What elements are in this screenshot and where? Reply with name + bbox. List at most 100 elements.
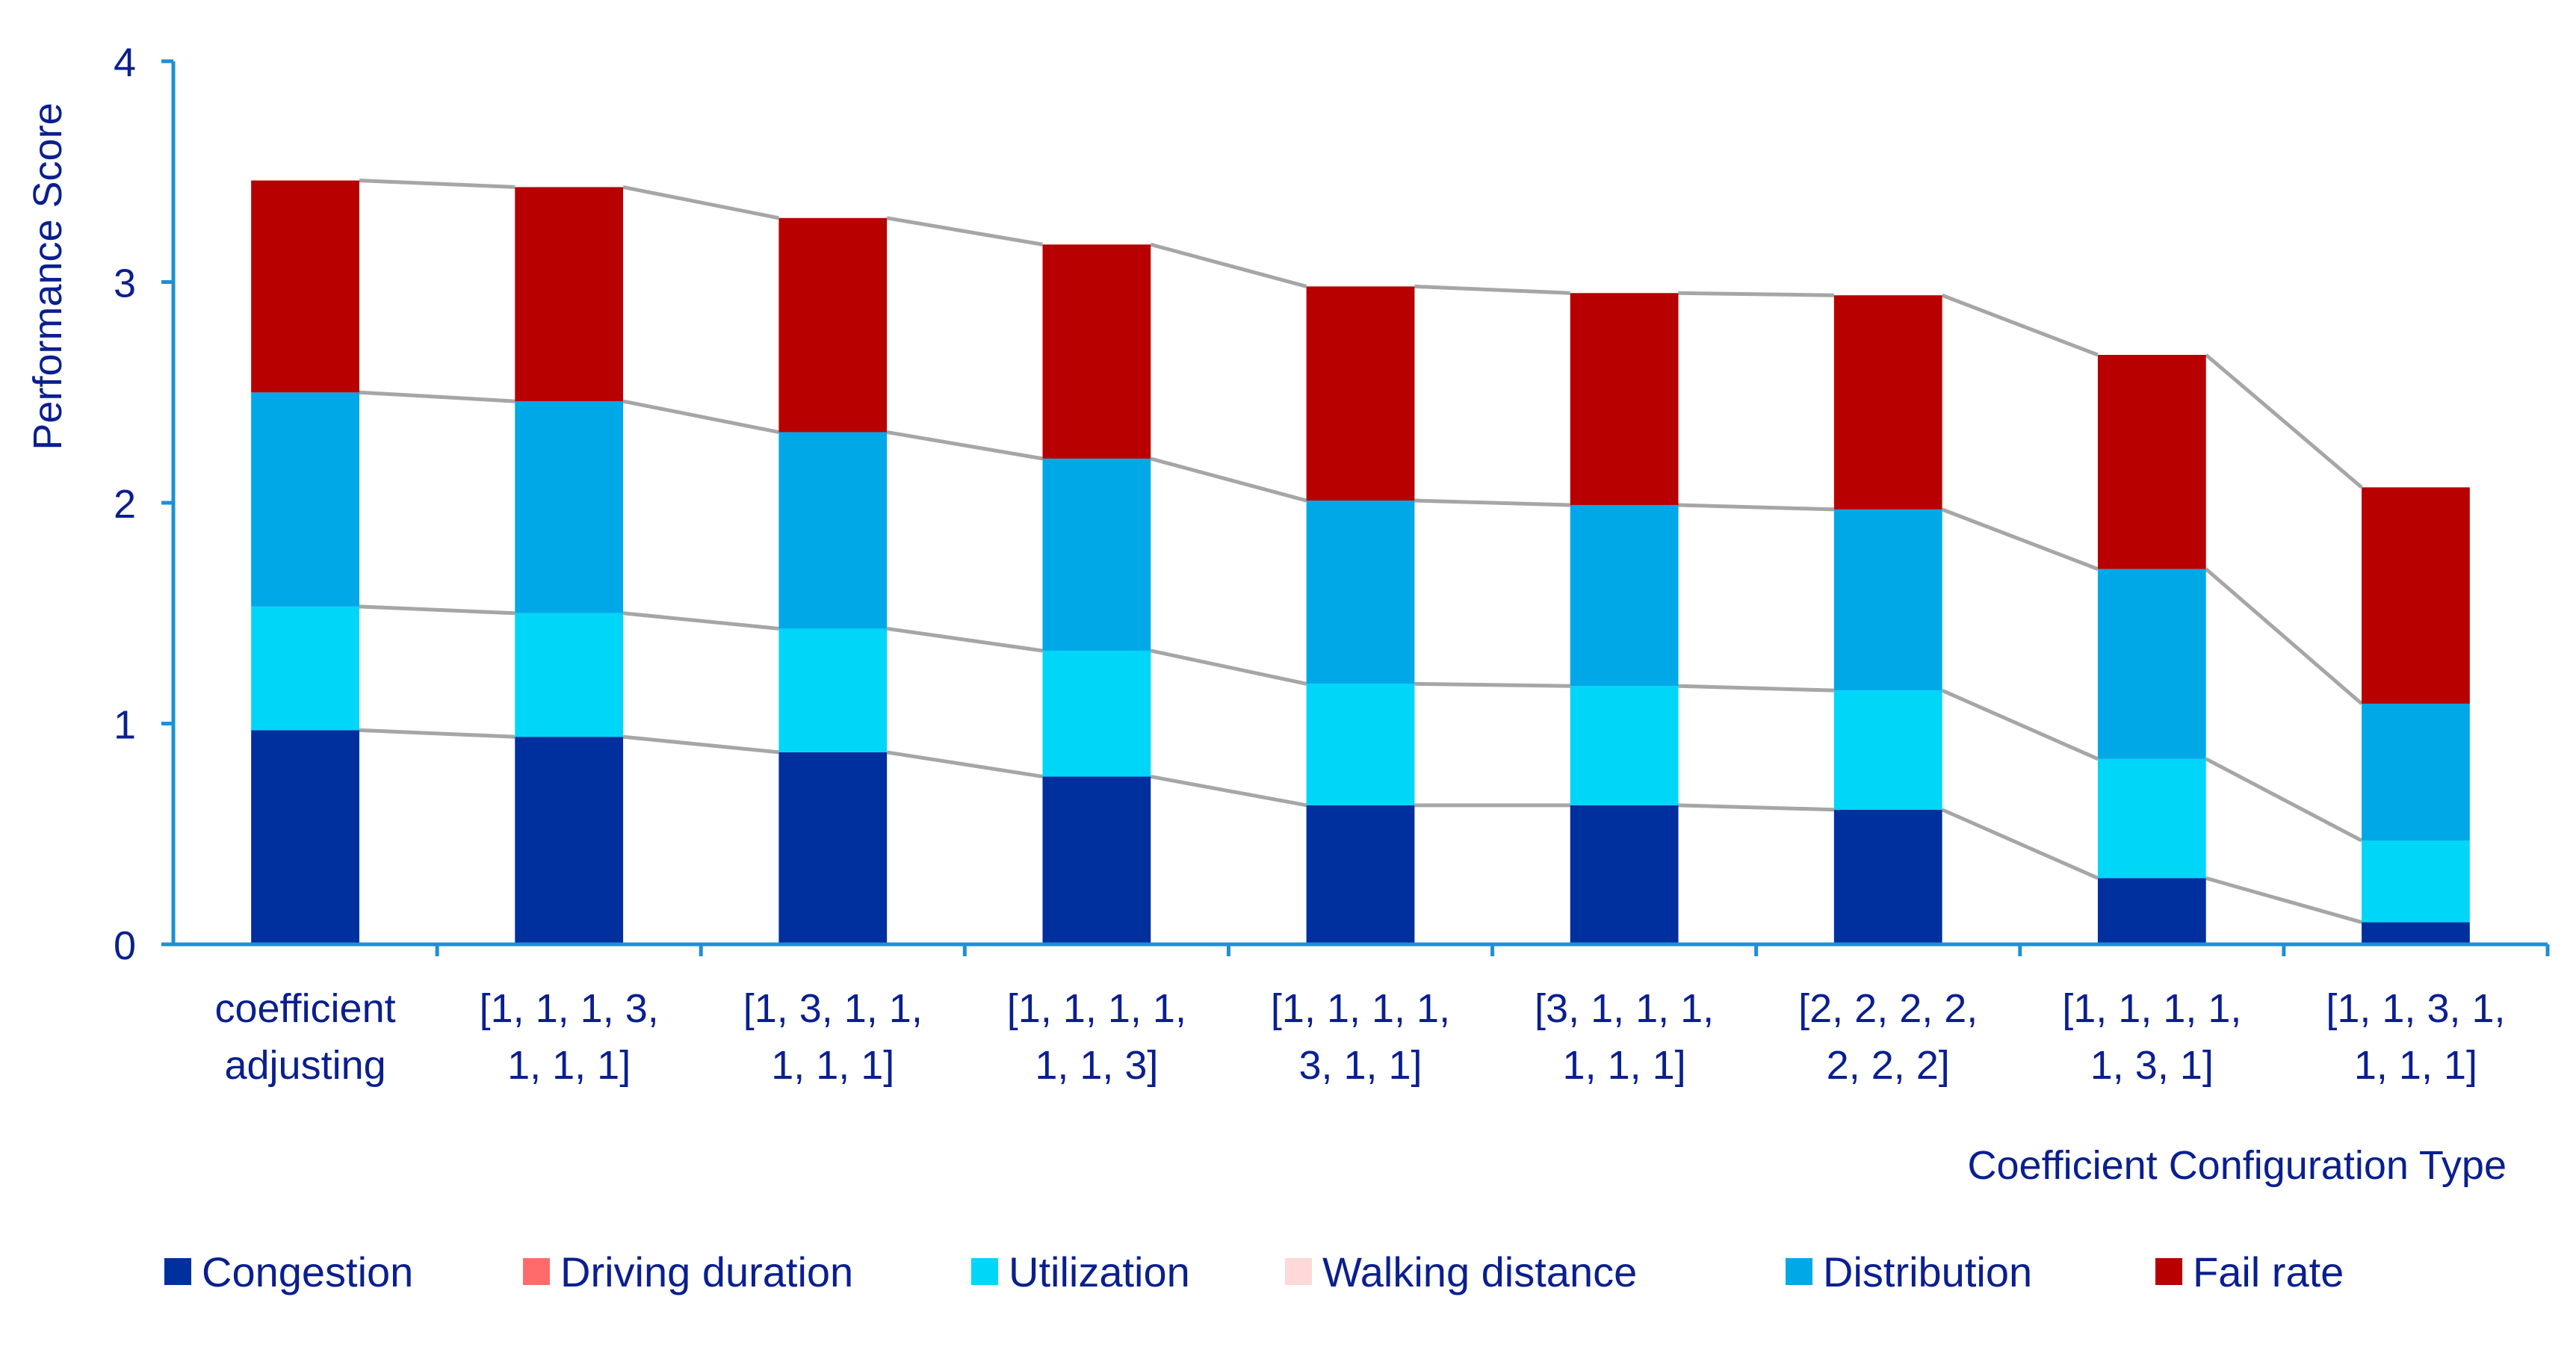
connector-line-distribution-1 [359,390,515,403]
legend: Congestion Driving duration Utilization Wal… [164,1248,2344,1295]
bar-segment-utilization-6 [1570,686,1679,805]
legend-item-distribution: Distribution [1786,1248,2032,1295]
bar-segment-distribution-4 [1042,458,1151,651]
legend-label: Walking distance [1322,1248,1637,1295]
bar-segment-distribution-6 [1570,504,1679,687]
connector-line-utilization-1 [359,604,515,616]
connector-line-utilization-4 [1150,648,1307,686]
bar-segment-fail-rate-3 [778,217,888,433]
category-label: 1, 3, 1] [2090,1043,2214,1088]
category-label: [1, 1, 1, 1, [1007,986,1186,1031]
bar-segment-congestion-5 [1306,805,1415,944]
bar-segment-congestion-7 [1833,809,1942,944]
connector-line-congestion-2 [622,734,779,755]
category-labels: coefficient adjusting [1, 1, 1, 3, 1, 1, 1]… [214,986,2505,1088]
connector-line-utilization-8 [2205,757,2363,843]
legend-swatch [1786,1258,1812,1285]
category-label: 1, 1, 1] [771,1043,894,1088]
bar-segment-utilization-4 [1042,650,1151,777]
bar-segment-distribution-9 [2362,703,2470,841]
bar-segment-distribution-8 [2097,569,2206,759]
bar-segment-fail-rate-8 [2097,355,2206,569]
legend-label: Fail rate [2193,1248,2344,1295]
bar-segment-utilization-8 [2097,758,2206,879]
connector-line-distribution-8 [2205,567,2363,705]
bar-segment-utilization-7 [1833,690,1942,810]
category-label: [1, 1, 3, 1, [2326,986,2505,1031]
category-label: 2, 2, 2] [1827,1043,1950,1088]
legend-label: Congestion [202,1248,413,1295]
legend-label: Distribution [1823,1248,2032,1295]
category-label: [3, 1, 1, 1, [1535,986,1714,1031]
legend-item-walking-distance: Walking distance [1285,1248,1637,1295]
y-tick-label: 3 [114,261,136,306]
bar-stacks [251,180,2470,944]
connector-line-distribution-6 [1678,503,1834,512]
legend-swatch [2155,1258,2182,1285]
legend-swatch [164,1258,191,1285]
bar-segment-utilization-2 [515,613,624,737]
y-tick-label: 1 [114,703,136,748]
category-label: [1, 3, 1, 1, [743,986,923,1031]
connector-line-distribution-4 [1150,456,1307,503]
bar-segment-fail-rate-7 [1833,295,1942,510]
connector-line-congestion-3 [886,750,1043,778]
bar-segment-fail-rate-9 [2362,487,2470,704]
bar-segment-fail-rate-2 [515,187,624,402]
bar-segment-congestion-2 [515,737,624,944]
bar-segment-fail-rate-1 [251,180,359,393]
bar-segment-congestion-9 [2362,922,2470,944]
connector-line-utilization-2 [622,611,779,631]
legend-item-congestion: Congestion [164,1248,413,1295]
connector-line-congestion-4 [1150,774,1307,808]
bar-segment-congestion-6 [1570,805,1679,944]
category-label: adjusting [224,1043,386,1088]
connector-line-fail-rate-7 [1941,293,2099,357]
y-tick-labels: 0 1 2 3 4 [114,40,136,968]
bar-segment-distribution-2 [515,401,624,613]
legend-label: Utilization [1009,1248,1190,1295]
connector-line-congestion-6 [1678,803,1834,812]
legend-swatch [971,1258,998,1285]
connector-line-fail-rate-4 [1150,242,1307,288]
legend-item-utilization: Utilization [971,1248,1190,1295]
connector-line-fail-rate-1 [359,179,515,189]
legend-item-fail-rate: Fail rate [2155,1248,2344,1295]
bar-segment-utilization-1 [251,606,359,731]
category-label: 1, 1, 1] [507,1043,631,1088]
bar-segment-fail-rate-5 [1306,286,1415,501]
connector-lines [359,179,2363,924]
connector-line-utilization-7 [1941,688,2099,761]
connector-line-distribution-7 [1941,507,2099,571]
category-label: [1, 1, 1, 1, [2062,986,2241,1031]
y-tick-label: 2 [114,482,136,527]
connector-line-distribution-2 [622,399,779,434]
bar-segment-distribution-3 [778,432,888,629]
connector-line-congestion-8 [2205,876,2362,924]
bar-segment-congestion-8 [2097,878,2206,944]
bar-segment-distribution-1 [251,392,359,607]
bar-segment-distribution-7 [1833,509,1942,691]
connector-line-utilization-3 [886,626,1043,653]
connector-line-utilization-5 [1414,681,1570,688]
connector-line-congestion-1 [359,728,515,739]
axes [161,59,2550,956]
bar-segment-congestion-1 [251,730,359,944]
y-axis-title: Performance Score [25,102,70,450]
connector-line-utilization-6 [1678,684,1834,693]
connector-line-congestion-7 [1941,808,2099,880]
connector-line-fail-rate-2 [622,185,779,220]
bar-segment-utilization-5 [1306,684,1415,805]
category-label: 1, 1, 1] [1563,1043,1686,1088]
category-label: 1, 1, 1] [2354,1043,2477,1088]
category-label: 1, 1, 3] [1035,1043,1158,1088]
legend-item-driving-duration: Driving duration [523,1248,853,1295]
category-label: coefficient [214,986,395,1031]
bar-segment-fail-rate-6 [1570,293,1679,505]
bar-segment-congestion-4 [1042,776,1151,944]
category-label: [1, 1, 1, 1, [1271,986,1450,1031]
category-label: [1, 1, 1, 3, [480,986,659,1031]
category-label: [2, 2, 2, 2, [1798,986,1978,1031]
legend-swatch [1285,1258,1312,1285]
